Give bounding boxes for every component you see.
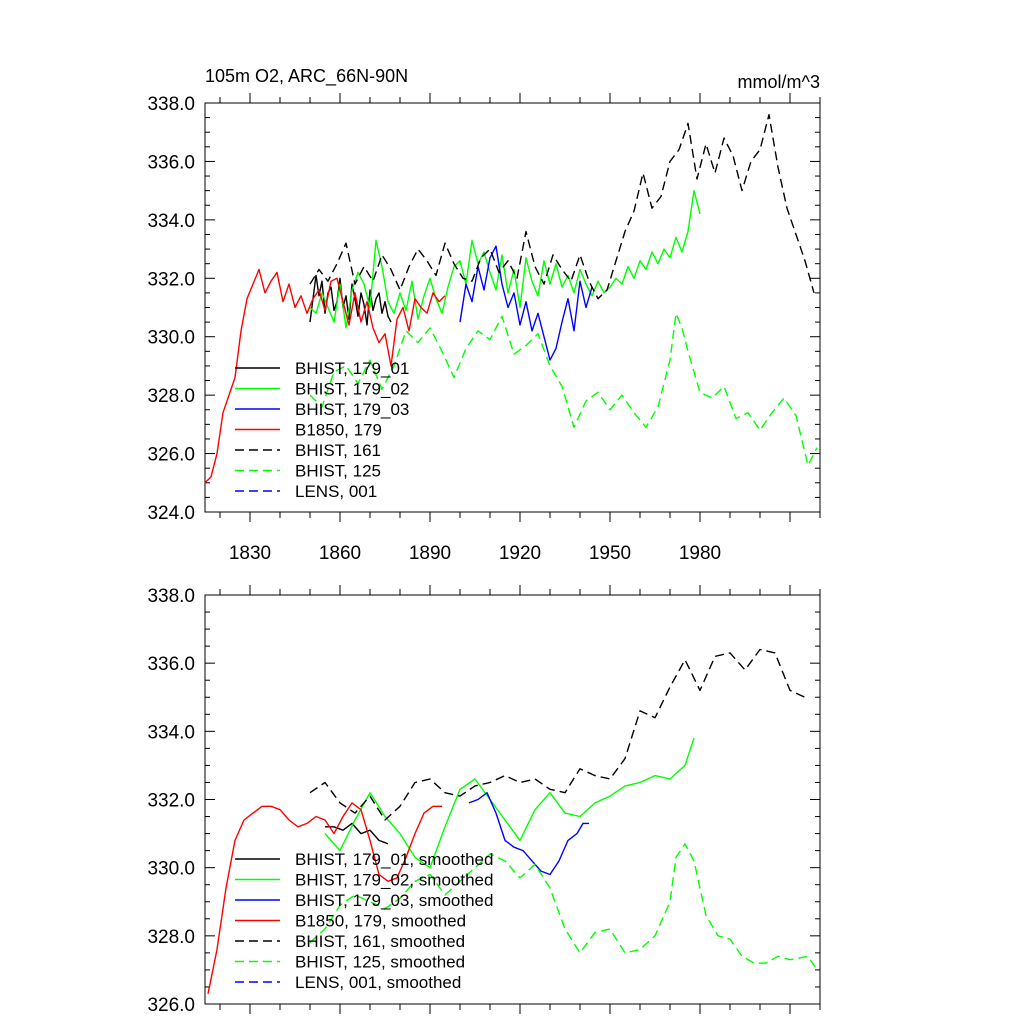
y-tick-label: 326.0 — [147, 445, 195, 466]
legend-label: LENS, 001 — [295, 482, 377, 501]
series-line-3 — [459, 245, 593, 361]
series-line-6 — [309, 843, 818, 971]
x-tick-label: 1980 — [679, 543, 721, 564]
series-line-2 — [324, 737, 695, 869]
legend-label: BHIST, 179_03 — [295, 400, 409, 419]
y-tick-label: 336.0 — [147, 152, 195, 173]
chart-title: 105m O2, ARC_66N-90N — [205, 66, 408, 87]
legend-label: BHIST, 179_01 — [295, 359, 409, 378]
y-tick-label: 332.0 — [147, 791, 195, 812]
panel-2: 326.0 328.0 330.0 332.0 334.0 336.0 338.0 BHIST… — [147, 585, 821, 1016]
series-line-2 — [309, 189, 701, 329]
legend-label: B1850, 179 — [295, 421, 382, 440]
y-tick-label: 328.0 — [147, 927, 195, 948]
x-tick-label: 1890 — [409, 543, 451, 564]
series-line-6 — [309, 312, 818, 466]
y-tick-label: 334.0 — [147, 211, 195, 232]
y-tick-label: 326.0 — [147, 995, 195, 1016]
series-line-5 — [309, 113, 815, 300]
series-line-5 — [309, 648, 806, 821]
legend-label: BHIST, 125 — [295, 462, 381, 481]
x-tick-label: 1950 — [589, 543, 631, 564]
series-line-4 — [207, 802, 442, 994]
legend-label: BHIST, 179_02 — [295, 380, 409, 399]
y-tick-label: 328.0 — [147, 386, 195, 407]
legend-label: LENS, 001, smoothed — [295, 973, 461, 992]
legend-label: BHIST, 179_03, smoothed — [295, 891, 493, 910]
x-tick-label: 1920 — [499, 543, 541, 564]
y-tick-label: 338.0 — [147, 94, 195, 115]
y-tick-label: 330.0 — [147, 859, 195, 880]
legend-label: BHIST, 125, smoothed — [295, 953, 465, 972]
series-line-3 — [468, 792, 589, 876]
series-line-1 — [325, 822, 389, 845]
chart-units: mmol/m^3 — [738, 72, 820, 92]
y-tick-label: 330.0 — [147, 328, 195, 349]
x-tick-label: 1860 — [319, 543, 361, 564]
y-tick-label: 324.0 — [147, 503, 195, 524]
y-tick-label: 332.0 — [147, 269, 195, 290]
legend-label: B1850, 179, smoothed — [295, 912, 466, 931]
series-line-4 — [204, 268, 446, 484]
legend-label: BHIST, 179_01, smoothed — [295, 850, 493, 869]
legend-label: BHIST, 161 — [295, 441, 381, 460]
legend-label: BHIST, 161, smoothed — [295, 932, 465, 951]
panel-1: 324.0 326.0 328.0 330.0 332.0 334.0 336.0 338.0… — [147, 93, 821, 564]
x-tick-label: 1830 — [229, 543, 271, 564]
y-tick-label: 338.0 — [147, 586, 195, 607]
y-tick-label: 336.0 — [147, 654, 195, 675]
y-tick-label: 334.0 — [147, 722, 195, 743]
legend-label: BHIST, 179_02, smoothed — [295, 871, 493, 890]
